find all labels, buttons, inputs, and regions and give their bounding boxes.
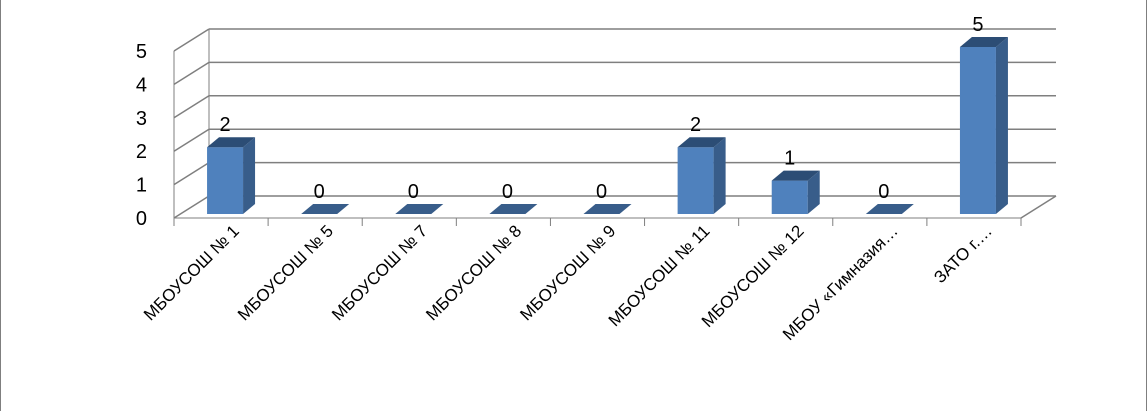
category-label: МБОУСОШ № 7: [328, 221, 431, 324]
y-tick-label: 2: [136, 141, 147, 163]
category-label: МБОУСОШ № 1: [140, 221, 243, 324]
gridline: [173, 128, 1056, 152]
y-tick-label: 1: [136, 175, 147, 197]
data-label: 0: [408, 181, 419, 203]
category-label: МБОУСОШ № 11: [605, 221, 714, 330]
bar: [583, 204, 632, 214]
gridline: [173, 161, 1056, 186]
y-tick-label: 0: [136, 208, 147, 230]
y-tick-label: 3: [136, 108, 147, 130]
floor-edge: [1020, 195, 1057, 219]
bar: [301, 204, 350, 214]
data-label: 0: [314, 181, 325, 203]
bar: [207, 137, 256, 214]
data-label: 2: [219, 114, 230, 136]
y-tick-label: 5: [136, 41, 147, 63]
data-label: 0: [596, 181, 607, 203]
y-tick-label: 4: [136, 74, 147, 96]
data-label: 5: [972, 14, 983, 36]
gridline: [173, 28, 1056, 52]
bar: [771, 170, 820, 214]
gridline: [173, 61, 1056, 86]
data-label: 0: [878, 181, 889, 203]
category-label: МБОУСОШ № 8: [422, 221, 525, 324]
gridline: [173, 95, 1056, 119]
category-label: МБОУСОШ № 12: [698, 221, 808, 331]
data-label: 0: [502, 181, 513, 203]
bar: [865, 204, 914, 214]
bar: [489, 204, 538, 214]
category-label: МБОУСОШ № 5: [234, 221, 337, 324]
category-label: МБОУСОШ № 9: [516, 221, 619, 324]
bar: [959, 37, 1008, 214]
data-label: 1: [784, 148, 795, 170]
bar: [677, 137, 726, 214]
category-label: ЗАТО г.…: [930, 221, 996, 287]
gridline: [173, 195, 1056, 219]
bar: [395, 204, 444, 214]
data-label: 2: [690, 114, 701, 136]
